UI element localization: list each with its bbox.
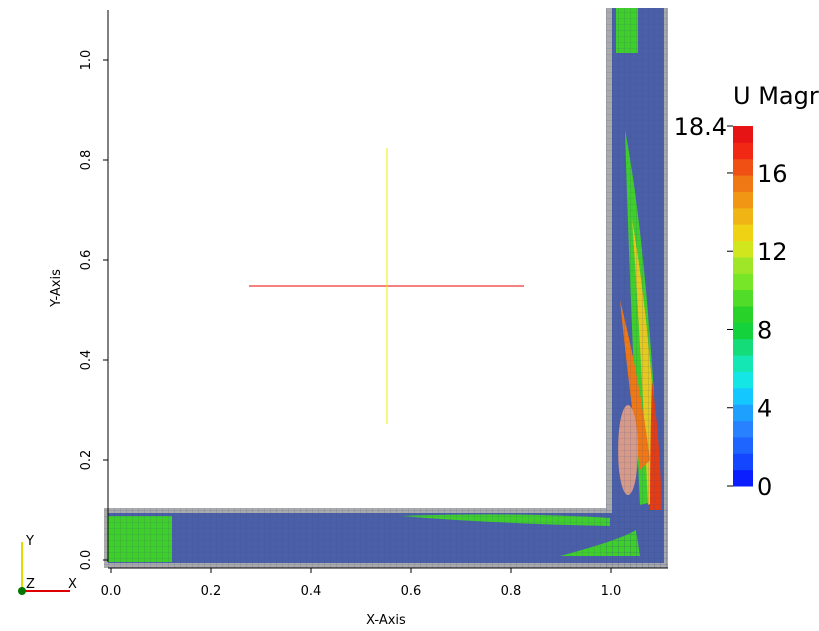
- colorbar-tick-label: 12: [757, 238, 788, 266]
- colorbar-band: [733, 158, 753, 176]
- colorbar-tick-label: 18.4: [674, 113, 727, 141]
- colorbar-tick-label: 0: [757, 473, 772, 501]
- y-tick-label: 0.4: [79, 350, 94, 371]
- colorbar-band: [733, 273, 753, 291]
- x-tick-label: 0.0: [101, 584, 122, 599]
- colorbar-band: [733, 355, 753, 372]
- x-tick-label: 1.0: [601, 584, 622, 599]
- y-tick-label: 0.0: [79, 550, 94, 571]
- colorbar-band: [733, 207, 753, 225]
- colorbar-band: [733, 240, 753, 258]
- pipe-mesh: [104, 8, 668, 568]
- colorbar-band: [733, 469, 753, 487]
- colorbar-band: [733, 322, 753, 340]
- colorbar-band: [733, 224, 753, 242]
- colorbar-band: [733, 387, 753, 405]
- colorbar-band: [733, 289, 753, 307]
- triad-y: Y: [25, 534, 34, 549]
- triad-z: Z: [26, 577, 35, 592]
- triad-x: X: [68, 577, 77, 592]
- colorbar-band: [733, 420, 753, 438]
- y-tick-label: 0.2: [79, 450, 94, 471]
- x-tick-label: 0.6: [401, 584, 422, 599]
- colorbar-tick-label: 16: [757, 160, 788, 188]
- colorbar-band: [733, 453, 753, 471]
- y-tick-label: 1.0: [79, 50, 94, 71]
- x-tick-label: 0.4: [301, 584, 322, 599]
- colorbar-band: [733, 126, 753, 143]
- x-tick-label: 0.2: [201, 584, 222, 599]
- colorbar-band: [733, 404, 753, 422]
- colorbar-tick-label: 8: [757, 316, 772, 344]
- x-axis-label: X-Axis: [366, 613, 406, 628]
- colorbar-band: [733, 256, 753, 274]
- colorbar-band: [733, 191, 753, 209]
- y-tick-label: 0.6: [79, 250, 94, 271]
- colorbar-title: U Magr: [733, 82, 819, 110]
- colorbar-band: [733, 175, 753, 192]
- colorbar-band: [733, 306, 753, 323]
- y-tick-label: 0.8: [79, 150, 94, 171]
- colorbar-band: [733, 371, 753, 389]
- colorbar-band: [733, 338, 753, 356]
- colorbar-tick-label: 4: [757, 395, 772, 423]
- colorbar-band: [733, 142, 753, 160]
- x-tick-label: 0.8: [501, 584, 522, 599]
- y-axis-label: Y-Axis: [49, 269, 64, 308]
- colorbar-band: [733, 436, 753, 454]
- orientation-triad: Y Z X: [18, 534, 77, 595]
